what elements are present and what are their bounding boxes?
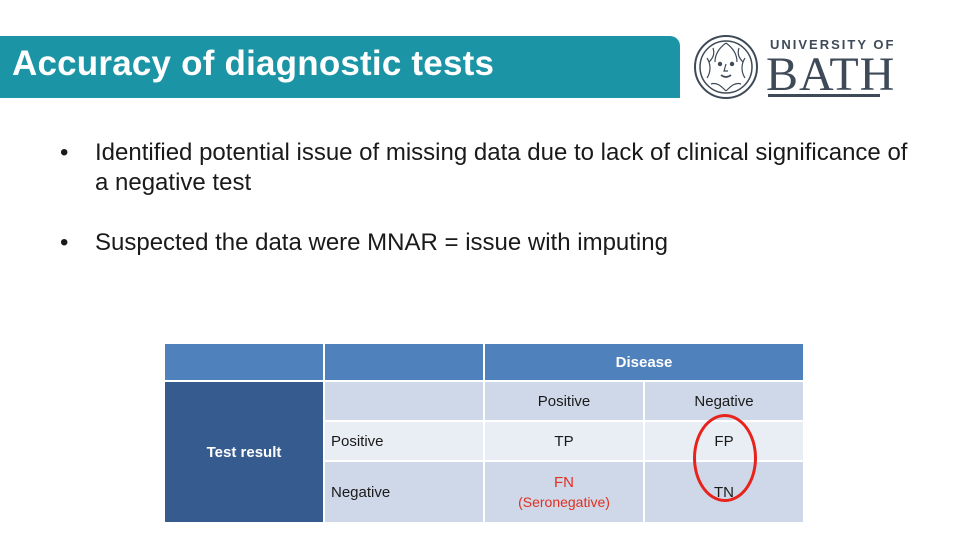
table-blank-cell	[323, 380, 485, 422]
cell-tp: TP	[483, 420, 645, 462]
bullet-dot-icon: •	[60, 139, 69, 166]
table-row: Test result Positive Negative	[163, 380, 805, 524]
test-result-header: Test result	[163, 380, 325, 524]
highlight-circle	[693, 414, 757, 502]
logo-underline	[768, 94, 880, 97]
row-positive-label: Positive	[323, 420, 485, 462]
col-positive-label: Positive	[483, 380, 645, 422]
bullet-list: • Identified potential issue of missing …	[60, 138, 920, 288]
table-row: Negative FN (Seronegative) TN	[164, 460, 805, 524]
diagnostic-table: Disease Test result Positive Negative Po…	[163, 342, 805, 524]
cell-fn-note: (Seronegative)	[518, 494, 610, 510]
bullet-dot-icon: •	[60, 229, 69, 256]
header-blank-cell	[323, 342, 485, 382]
row-negative-label: Negative	[323, 460, 485, 524]
bullet-text: Identified potential issue of missing da…	[95, 139, 908, 196]
bullet-text: Suspected the data were MNAR = issue wit…	[95, 229, 668, 256]
university-seal-icon	[694, 35, 758, 99]
logo-university-of: UNIVERSITY OF	[770, 37, 896, 52]
slide-title: Accuracy of diagnostic tests	[12, 44, 495, 83]
cell-fn: FN (Seronegative)	[483, 460, 645, 524]
title-bar	[0, 36, 680, 98]
header-blank-cell	[163, 342, 325, 382]
table-header-row: Disease	[163, 342, 805, 382]
bullet-item: • Suspected the data were MNAR = issue w…	[60, 228, 920, 258]
disease-header: Disease	[483, 342, 805, 382]
bullet-item: • Identified potential issue of missing …	[60, 138, 920, 198]
col-negative-label: Negative	[643, 380, 805, 422]
cell-fn-value: FN	[554, 474, 574, 491]
logo-bath: BATH	[766, 48, 896, 101]
